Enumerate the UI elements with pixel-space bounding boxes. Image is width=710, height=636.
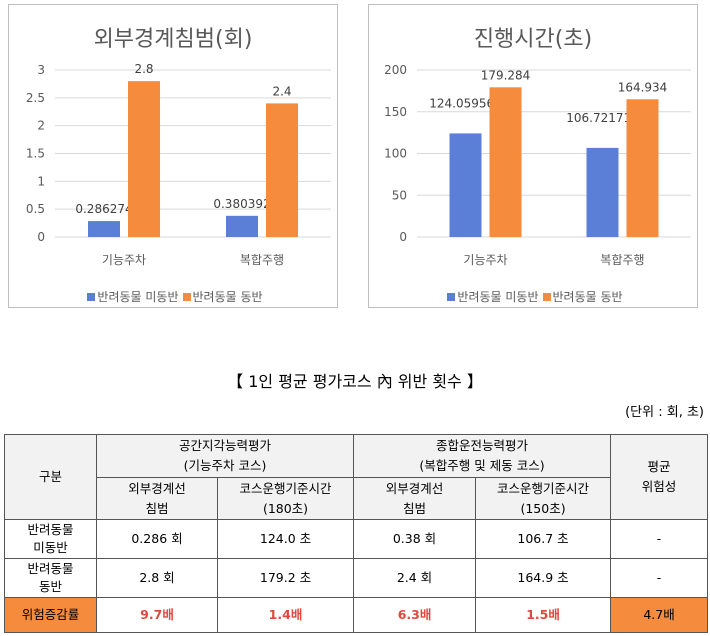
row-label-text: 반려동물 bbox=[27, 561, 74, 576]
x-tick-label: 기능주차 bbox=[102, 253, 146, 267]
table-title: 【 1인 평균 평가코스 內 위반 횟수 】 bbox=[227, 372, 483, 391]
risk-cell: 4.7배 bbox=[610, 597, 709, 633]
legend-label: 반려동물 동반 bbox=[192, 290, 263, 304]
y-tick-label: 1 bbox=[37, 174, 45, 188]
risk-cell: 1.5배 bbox=[475, 597, 612, 633]
data-label: 2.8 bbox=[134, 62, 153, 76]
chart-outside-boundary: 외부경계침범(회) 0 0.5 1 1.5 2 2.5 3 기능주차 0.286274 2.8 복합… bbox=[8, 4, 338, 308]
header-text: 위험성 bbox=[641, 479, 677, 494]
bar bbox=[128, 81, 160, 237]
chart-plot: 0 0.5 1 1.5 2 2.5 3 기능주차 0.286274 2.8 복합주행 0.380392… bbox=[26, 62, 331, 267]
header-text: 평균 bbox=[647, 459, 671, 474]
legend-label: 반려동물 동반 bbox=[552, 290, 623, 304]
header-group1: 공간지각능력평가 (기능주차 코스) bbox=[95, 434, 355, 478]
risk-cell: 9.7배 bbox=[96, 597, 218, 633]
data-label: 106.721716 bbox=[566, 111, 639, 125]
table-cell: 0.38 회 bbox=[353, 519, 477, 559]
legend-swatch-orange bbox=[542, 293, 551, 301]
table-cell: 2.4 회 bbox=[353, 558, 477, 598]
x-tick-label: 복합주행 bbox=[600, 252, 644, 267]
subheader-text: (150초) bbox=[520, 500, 566, 516]
bar bbox=[88, 221, 120, 237]
row-label-text: 동반 bbox=[38, 579, 62, 594]
data-label: 179.284 bbox=[481, 68, 531, 82]
header-text: 공간지각능력평가 bbox=[179, 438, 272, 453]
bar bbox=[626, 99, 659, 237]
table-cell: 179.2 초 bbox=[216, 558, 355, 598]
row-label-text: 반려동물 bbox=[27, 522, 74, 537]
y-tick-label: 100 bbox=[384, 147, 407, 161]
subheader: 코스운행기준시간 (180초) bbox=[216, 477, 355, 520]
subheader-text: 침범 bbox=[145, 500, 169, 516]
bar bbox=[449, 133, 482, 237]
y-tick-label: 2.5 bbox=[26, 91, 45, 105]
y-tick-label: 3 bbox=[37, 63, 45, 77]
y-tick-label: 200 bbox=[384, 63, 407, 77]
header-text: 종합운전능력평가 bbox=[436, 438, 529, 453]
subheader-text: 코스운행기준시간 bbox=[239, 480, 332, 496]
legend: 반려동물 미동반 반려동물 동반 bbox=[9, 288, 337, 305]
risk-cell: 6.3배 bbox=[353, 597, 477, 633]
table-cell: 106.7 초 bbox=[475, 519, 612, 559]
chart-duration: 진행시간(초) 0 50 100 150 200 기능주차 124.059567 179.28… bbox=[368, 4, 698, 308]
x-tick-label: 복합주행 bbox=[240, 252, 284, 267]
header-text: (기능주차 코스) bbox=[183, 458, 267, 473]
table-cell: 124.0 초 bbox=[216, 519, 355, 559]
data-label: 0.380392 bbox=[213, 197, 270, 211]
subheader-text: 침범 bbox=[403, 500, 427, 516]
y-tick-label: 150 bbox=[384, 105, 407, 119]
chart-plot: 0 50 100 150 200 기능주차 124.059567 179.284 복합주행 106… bbox=[384, 63, 691, 267]
bar bbox=[266, 103, 298, 238]
subheader-text: 외부경계선 bbox=[385, 480, 444, 496]
y-tick-label: 0 bbox=[37, 230, 45, 244]
unit-note: (단위 : 회, 초) bbox=[625, 405, 704, 420]
legend-label: 반려동물 미동반 bbox=[457, 290, 539, 304]
y-tick-label: 2 bbox=[37, 119, 45, 133]
legend: 반려동물 미동반 반려동물 동반 bbox=[369, 288, 697, 305]
row-label-text: 미동반 bbox=[33, 540, 68, 555]
table-cell: 0.286 회 bbox=[96, 519, 218, 559]
subheader: 코스운행기준시간 (150초) bbox=[475, 477, 612, 520]
table-cell: - bbox=[610, 558, 709, 598]
legend-swatch-blue bbox=[447, 293, 456, 301]
data-label: 124.059567 bbox=[429, 96, 502, 110]
legend-swatch-orange bbox=[182, 293, 191, 301]
y-tick-label: 0.5 bbox=[26, 202, 45, 216]
y-tick-label: 1.5 bbox=[26, 147, 45, 161]
violation-table: 구분 공간지각능력평가 (기능주차 코스) 종합운전능력평가 (복합주행 및 제동 … bbox=[4, 434, 709, 633]
data-label: 2.4 bbox=[272, 84, 291, 98]
bar bbox=[586, 147, 619, 237]
header-text: (복합주행 및 제동 코스) bbox=[419, 458, 545, 473]
subheader-text: 외부경계선 bbox=[128, 480, 186, 496]
bar bbox=[226, 215, 258, 237]
legend-label: 반려동물 미동반 bbox=[97, 290, 179, 304]
x-tick-label: 기능주차 bbox=[463, 253, 507, 267]
y-tick-label: 50 bbox=[392, 188, 407, 202]
table-cell: 164.9 초 bbox=[475, 558, 612, 598]
risk-label: 위험증감률 bbox=[4, 597, 97, 633]
chart-title: 진행시간(초) bbox=[473, 27, 593, 52]
y-tick-label: 0 bbox=[399, 230, 407, 244]
data-label: 0.286274 bbox=[75, 202, 132, 216]
data-label: 164.934 bbox=[618, 80, 668, 94]
subheader-text: 코스운행기준시간 bbox=[497, 480, 590, 496]
header-group2: 종합운전능력평가 (복합주행 및 제동 코스) bbox=[353, 434, 612, 478]
table-cell: 2.8 회 bbox=[96, 558, 218, 598]
header-category: 구분 bbox=[4, 434, 97, 520]
chart-title: 외부경계침범(회) bbox=[93, 27, 253, 52]
risk-cell: 1.4배 bbox=[216, 597, 355, 633]
bar bbox=[489, 87, 522, 238]
legend-swatch-blue bbox=[87, 293, 96, 301]
subheader-text: (180초) bbox=[262, 500, 309, 516]
table-cell: - bbox=[610, 519, 709, 559]
